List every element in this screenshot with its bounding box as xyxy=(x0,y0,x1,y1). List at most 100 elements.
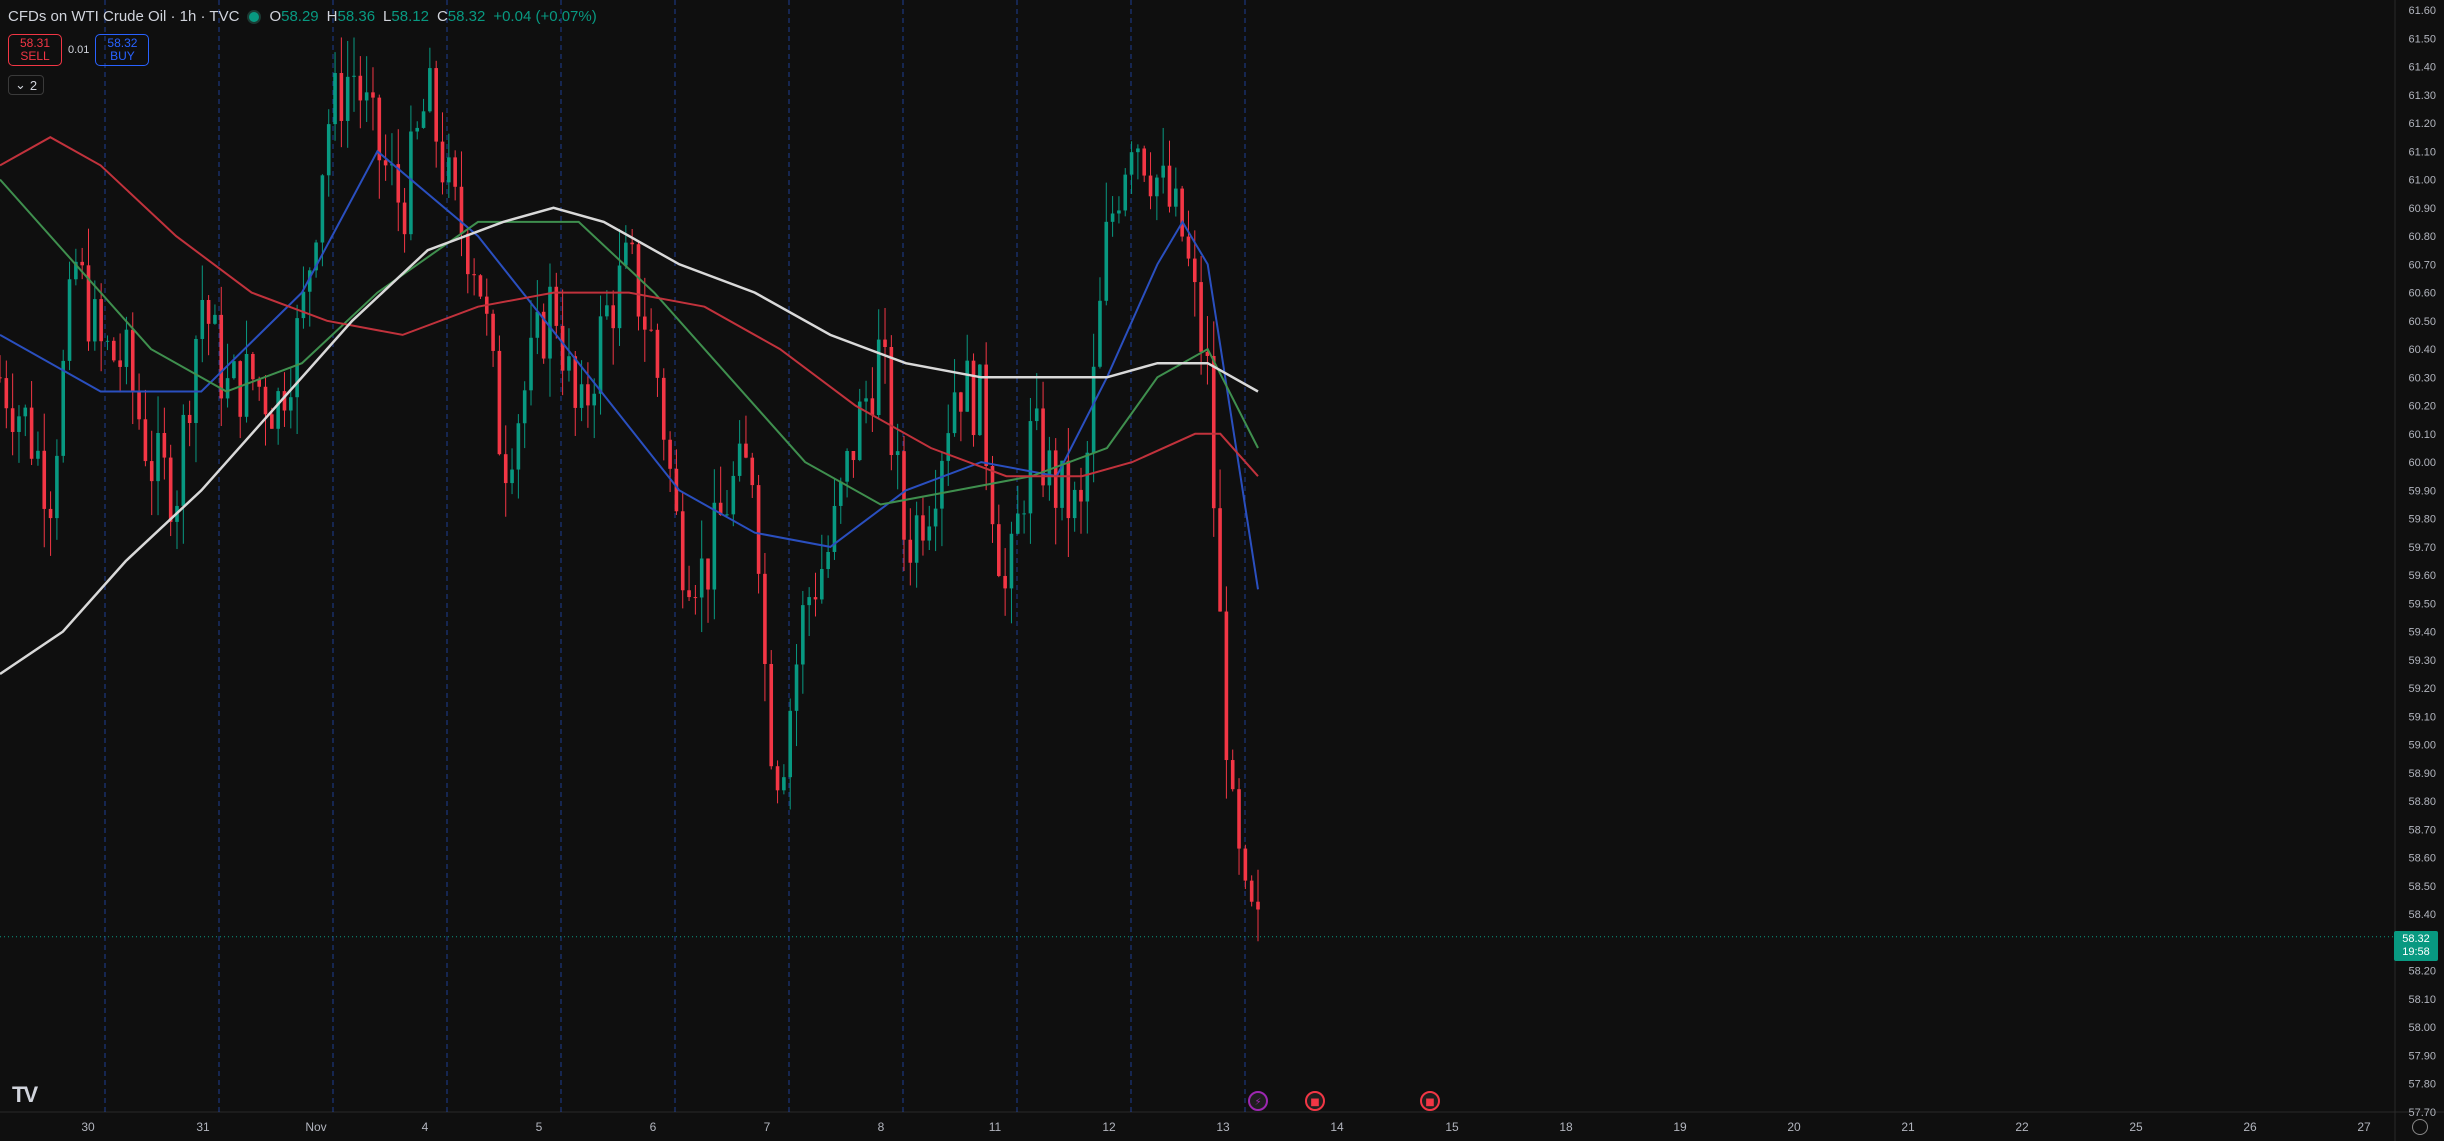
candle-body xyxy=(206,300,211,324)
candle-body xyxy=(902,451,906,540)
us-flag-icon xyxy=(1420,1091,1440,1111)
candle-body xyxy=(712,502,717,590)
y-tick-label: 60.40 xyxy=(2408,344,2436,356)
candle-body xyxy=(187,414,192,424)
candle-body xyxy=(984,364,988,466)
y-tick-label: 57.80 xyxy=(2408,1079,2436,1091)
candle-body xyxy=(1180,188,1184,237)
candles xyxy=(0,37,1260,942)
ohlc-close: C58.32 xyxy=(436,8,486,25)
x-tick-label: 26 xyxy=(2243,1120,2257,1134)
buy-label: BUY xyxy=(110,49,135,63)
candle-body xyxy=(1136,148,1140,153)
symbol-legend: CFDs on WTI Crude Oil · 1h · TVC O58.29 … xyxy=(8,8,597,25)
candle-body xyxy=(1224,611,1229,761)
tradingview-logo[interactable]: TV xyxy=(12,1082,38,1107)
symbol-title[interactable]: CFDs on WTI Crude Oil · 1h · TVC xyxy=(8,8,240,25)
candle-body xyxy=(737,443,742,476)
candle-body xyxy=(605,305,609,317)
candle-body xyxy=(971,360,976,436)
candle-body xyxy=(864,398,868,402)
candle-body xyxy=(440,141,445,183)
candle-body xyxy=(965,360,970,412)
candle-body xyxy=(775,766,780,791)
sell-button[interactable]: 58.31 SELL xyxy=(8,34,62,66)
buy-button[interactable]: 58.32 BUY xyxy=(95,34,150,66)
x-tick-label: Nov xyxy=(305,1120,326,1134)
x-tick-label: 4 xyxy=(422,1120,429,1134)
candle-body xyxy=(927,526,932,541)
settings-gear-icon[interactable] xyxy=(2412,1119,2428,1135)
candle-body xyxy=(914,515,919,563)
candle-body xyxy=(1230,760,1235,790)
y-tick-label: 58.90 xyxy=(2408,768,2436,780)
candle-body xyxy=(4,378,9,409)
candle-body xyxy=(1148,175,1153,197)
candle-body xyxy=(813,597,818,600)
candle-body xyxy=(851,450,856,461)
candle-body xyxy=(940,460,944,509)
candle-body xyxy=(636,244,641,317)
candle-body xyxy=(428,68,432,112)
candle-body xyxy=(838,481,843,506)
candle-body xyxy=(307,270,312,292)
candle-body xyxy=(1066,460,1071,519)
candle-body xyxy=(510,469,514,484)
candle-body xyxy=(820,569,824,600)
sell-price: 58.31 xyxy=(19,36,51,50)
lightning-icon xyxy=(1248,1091,1268,1111)
candle-body xyxy=(548,286,552,359)
candle-body xyxy=(876,339,881,416)
candle-body xyxy=(535,311,540,338)
x-tick-label: 6 xyxy=(650,1120,657,1134)
candle-body xyxy=(434,68,438,142)
y-tick-label: 59.20 xyxy=(2408,683,2436,695)
candle-body xyxy=(1003,575,1007,589)
candle-body xyxy=(573,356,578,408)
candle-body xyxy=(396,164,401,203)
y-tick-label: 60.90 xyxy=(2408,203,2436,215)
ohlc-high: H58.36 xyxy=(326,8,376,25)
candle-body xyxy=(1123,174,1128,211)
candle-body xyxy=(895,451,900,456)
candle-body xyxy=(857,401,862,461)
candle-body xyxy=(921,515,925,541)
y-tick-label: 58.20 xyxy=(2408,966,2436,978)
bar-countdown: 19:58 xyxy=(2402,946,2430,958)
y-tick-label: 60.10 xyxy=(2408,429,2436,441)
x-tick-label: 22 xyxy=(2015,1120,2029,1134)
candle-body xyxy=(617,265,622,329)
ohlc-low: L58.12 xyxy=(383,8,429,25)
candle-body xyxy=(560,325,565,371)
candle-body xyxy=(421,111,426,128)
x-tick-label: 7 xyxy=(764,1120,771,1134)
candle-body xyxy=(1218,508,1222,612)
candle-body xyxy=(1205,351,1210,356)
candle-body xyxy=(453,157,457,187)
candle-body xyxy=(36,450,40,459)
y-tick-label: 60.20 xyxy=(2408,401,2436,413)
us-flag-icon xyxy=(1305,1091,1325,1111)
candle-body xyxy=(541,311,546,359)
candle-body xyxy=(168,457,173,522)
y-tick-label: 61.00 xyxy=(2408,175,2436,187)
candle-body xyxy=(42,450,47,509)
candle-body xyxy=(415,127,420,132)
candle-body xyxy=(61,360,66,456)
candle-body xyxy=(345,76,350,121)
candle-body xyxy=(314,242,318,271)
y-tick-label: 58.60 xyxy=(2408,853,2436,865)
candle-body xyxy=(1091,366,1096,453)
candle-body xyxy=(295,318,299,398)
candle-body xyxy=(270,414,274,429)
price-change: +0.04 (+0.07%) xyxy=(493,8,597,25)
candle-body xyxy=(200,300,205,339)
candle-body xyxy=(263,386,268,415)
candle-body xyxy=(516,423,521,470)
candle-body xyxy=(238,361,243,417)
trade-panel: 58.31 SELL 0.01 58.32 BUY xyxy=(8,34,150,66)
candle-body xyxy=(1237,789,1241,849)
indicators-toggle[interactable]: ⌄ 2 xyxy=(8,75,45,95)
last-price-value: 58.32 xyxy=(2402,933,2430,945)
